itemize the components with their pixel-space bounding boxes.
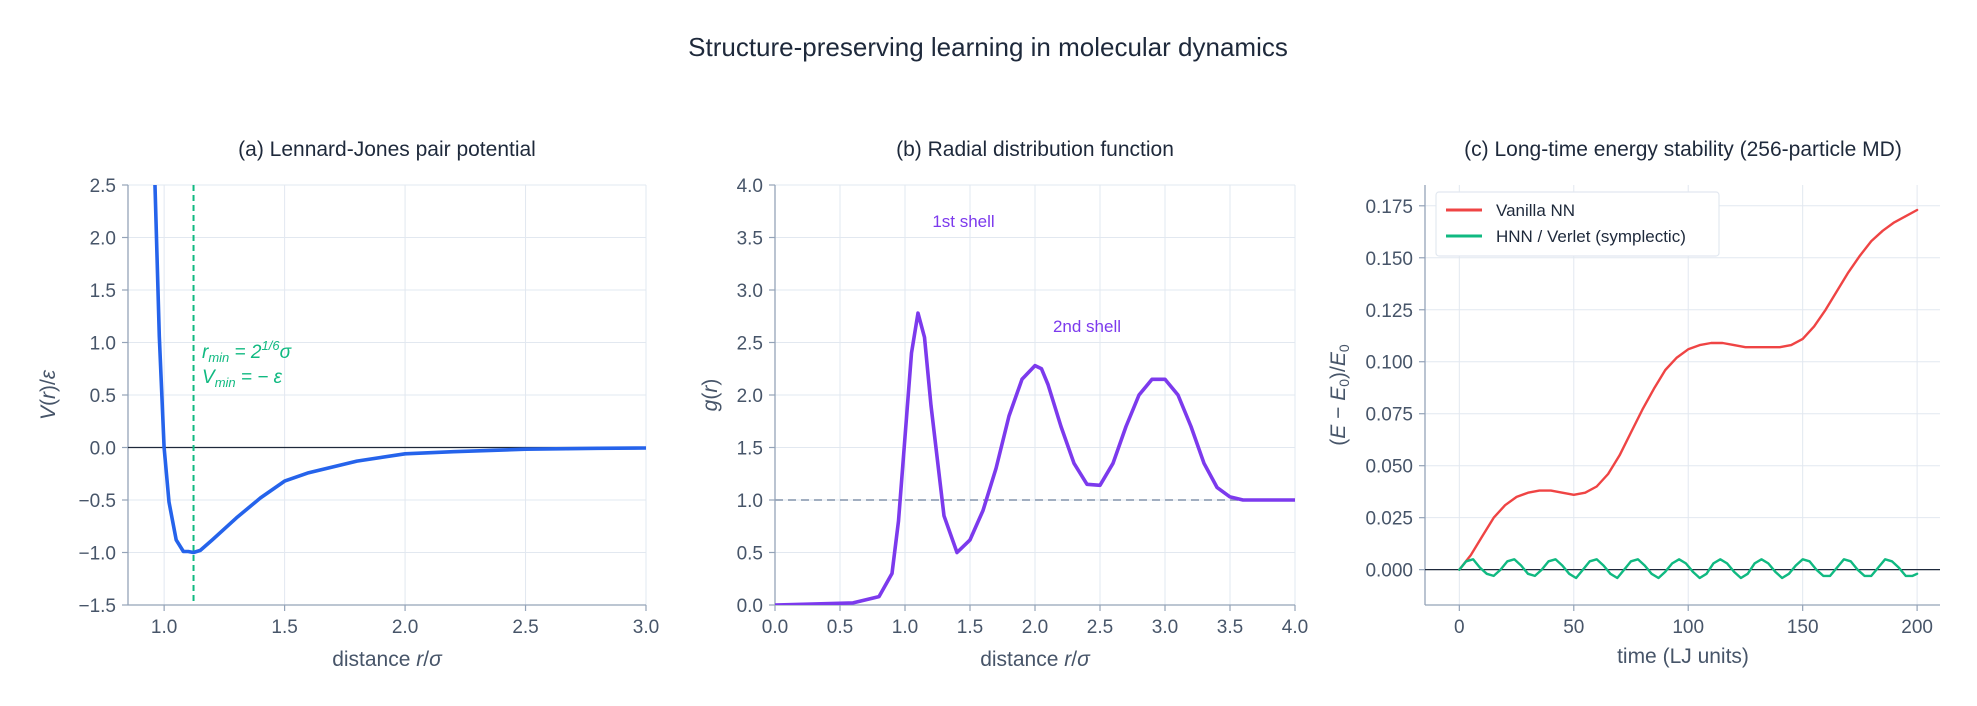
panel-a-title: (a) Lennard-Jones pair potential — [238, 138, 536, 161]
panel-a-xlabel: distance r/σ — [332, 648, 443, 671]
legend-label-vanilla: Vanilla NN — [1496, 201, 1575, 220]
vmin-label: Vmin = − ε — [202, 367, 283, 390]
shell-annotation: 1st shell — [932, 212, 994, 231]
series-line-vanilla-nn — [1458, 208, 1919, 571]
figure-title: Structure-preserving learning in molecul… — [688, 32, 1288, 62]
y-tick-label: 1.5 — [90, 281, 116, 302]
x-tick-label: 1.0 — [892, 617, 918, 638]
series-line-hnn-verlet-symplectic- — [1458, 558, 1919, 580]
panel-b-series — [775, 311, 1295, 605]
panel-b-xlabel: distance r/σ — [980, 648, 1091, 671]
x-tick-label: 2.0 — [1022, 617, 1048, 638]
series-line-b-0 — [775, 311, 1295, 605]
y-tick-label: −1.0 — [78, 544, 116, 565]
x-tick-label: 3.0 — [1152, 617, 1178, 638]
y-tick-label: 3.5 — [737, 229, 763, 250]
panel-b-ylabel: g(r) — [699, 379, 722, 412]
panel-b-title: (b) Radial distribution function — [896, 138, 1174, 161]
x-tick-label: 0 — [1454, 617, 1465, 638]
panel-c-yticks: 0.000 0.025 0.050 0.075 0.100 0.125 0.150 0.175 — [1365, 197, 1425, 582]
y-tick-label: 3.0 — [737, 281, 763, 302]
x-tick-label: 3.5 — [1217, 617, 1243, 638]
y-tick-label: 0.125 — [1365, 301, 1413, 322]
panel-b-xticks: 0.0 0.5 1.0 1.5 2.0 2.5 3.0 3.5 4.0 — [762, 605, 1308, 638]
x-tick-label: 2.0 — [392, 617, 418, 638]
panel-b: (b) Radial distribution function 0.0 0.5 1… — [699, 138, 1308, 671]
panel-a-xticks: 1.0 1.5 2.0 2.5 3.0 — [151, 605, 659, 638]
panel-b-yticks: 0.0 0.5 1.0 1.5 2.0 2.5 3.0 3.5 4.0 — [737, 176, 775, 617]
panel-c-series — [1458, 208, 1919, 580]
panel-c-legend: Vanilla NN HNN / Verlet (symplectic) — [1435, 191, 1720, 257]
panel-c-spines — [1424, 185, 1940, 606]
x-tick-label: 2.5 — [512, 617, 538, 638]
x-tick-label: 1.0 — [151, 617, 177, 638]
y-tick-label: 0.025 — [1365, 509, 1413, 530]
x-tick-label: 200 — [1901, 617, 1933, 638]
y-tick-label: 0.5 — [90, 386, 116, 407]
y-tick-label: 2.0 — [90, 229, 116, 250]
y-tick-label: −1.5 — [78, 596, 116, 617]
x-tick-label: 4.0 — [1282, 617, 1308, 638]
y-tick-label: 2.5 — [90, 176, 116, 197]
y-tick-label: 4.0 — [737, 176, 763, 197]
x-tick-label: 50 — [1563, 617, 1584, 638]
x-tick-label: 0.0 — [762, 617, 788, 638]
panel-c-xticks: 0 50 100 150 200 — [1454, 605, 1933, 638]
y-tick-label: 0.050 — [1365, 457, 1413, 478]
shell-annotation: 2nd shell — [1053, 317, 1121, 336]
x-tick-label: 100 — [1672, 617, 1704, 638]
panel-b-grid — [774, 184, 1296, 606]
y-tick-label: 2.0 — [737, 386, 763, 407]
y-tick-label: 0.000 — [1365, 561, 1413, 582]
y-tick-label: −0.5 — [78, 491, 116, 512]
panel-a-grid — [128, 184, 647, 606]
y-tick-label: 0.5 — [737, 544, 763, 565]
panel-c-xlabel: time (LJ units) — [1617, 645, 1749, 668]
panel-a-annotations: rmin = 21/6σ Vmin = − ε — [202, 338, 293, 390]
y-tick-label: 1.5 — [737, 439, 763, 460]
legend-label-hnn: HNN / Verlet (symplectic) — [1496, 227, 1686, 246]
x-tick-label: 150 — [1787, 617, 1819, 638]
x-tick-label: 1.5 — [957, 617, 983, 638]
y-tick-label: 0.0 — [737, 596, 763, 617]
x-tick-label: 1.5 — [271, 617, 297, 638]
panel-c: (c) Long-time energy stability (256-part… — [1327, 138, 1940, 668]
y-tick-label: 0.075 — [1365, 405, 1413, 426]
panel-a: (a) Lennard-Jones pair potential 1.0 1.5 2… — [37, 138, 659, 671]
y-tick-label: 1.0 — [90, 334, 116, 355]
y-tick-label: 0.150 — [1365, 249, 1413, 270]
panel-c-ylabel: (E − E0)/E0 — [1327, 344, 1352, 446]
series-line-a-0 — [153, 185, 646, 555]
panel-b-annotations: 1st shell 2nd shell — [932, 212, 1121, 336]
panel-a-series — [153, 185, 646, 555]
x-tick-label: 2.5 — [1087, 617, 1113, 638]
y-tick-label: 0.175 — [1365, 197, 1413, 218]
x-tick-label: 3.0 — [633, 617, 659, 638]
x-tick-label: 0.5 — [827, 617, 853, 638]
panel-a-ylabel: V(r)/ε — [37, 369, 60, 420]
panel-a-yticks: −1.5 −1.0 −0.5 0.0 0.5 1.0 1.5 2.0 2.5 — [78, 176, 128, 617]
y-tick-label: 2.5 — [737, 334, 763, 355]
legend-box — [1435, 191, 1720, 257]
panel-c-title: (c) Long-time energy stability (256-part… — [1464, 138, 1902, 161]
y-tick-label: 0.100 — [1365, 353, 1413, 374]
y-tick-label: 0.0 — [90, 439, 116, 460]
y-tick-label: 1.0 — [737, 491, 763, 512]
